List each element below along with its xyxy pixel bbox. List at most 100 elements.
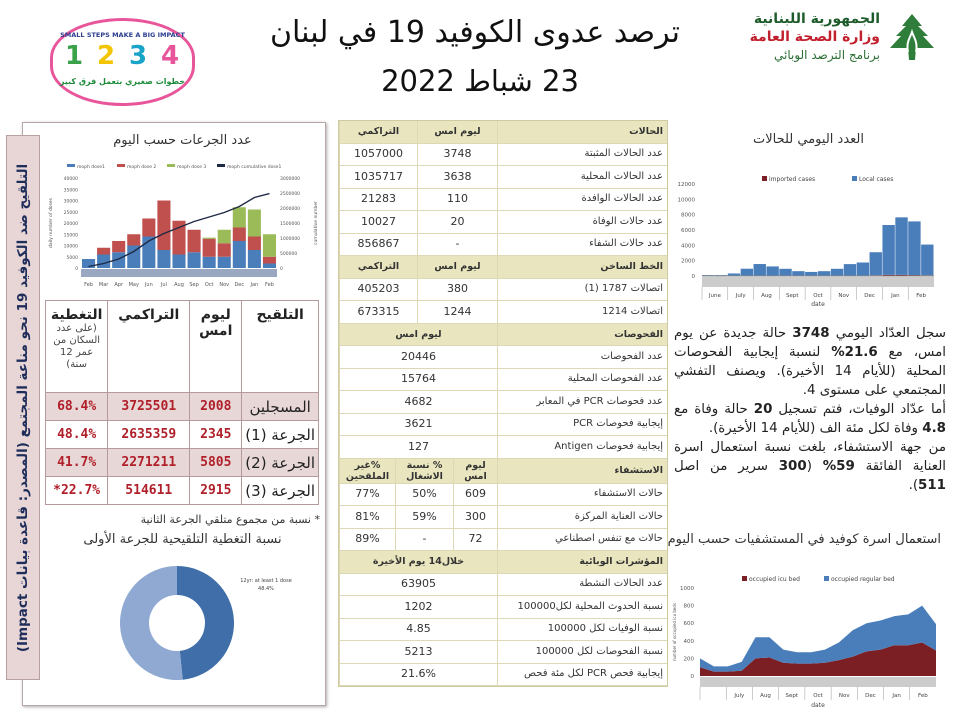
paragraph-text: حالة وفاة مع (674, 402, 754, 417)
table-row: اتصالات 1787 (1) 380 405203 (339, 278, 667, 301)
row-value: 15764 (339, 368, 497, 390)
row-value: - (395, 528, 453, 550)
x-tick-label: July (735, 293, 747, 299)
moph-line1: الجمهورية اللبنانية (753, 11, 880, 27)
row-value: 3638 (417, 166, 497, 188)
x-axis-band (702, 277, 934, 287)
paragraph-text: من جهة الاستشفاء، بلغت نسبة استعمال اسرة… (674, 440, 947, 474)
dose-bar (217, 243, 231, 257)
dose-bar (202, 238, 216, 257)
header-cell: التراكمي (339, 121, 417, 143)
x-tick-label: July (733, 693, 745, 699)
y-tick-label: 40000 (64, 176, 78, 182)
cases-bar (727, 273, 741, 276)
table-row: عدد الحالات المحلية 3638 1035717 (339, 166, 667, 189)
donut-slice (120, 566, 183, 680)
y-tick-label: 0 (692, 274, 696, 280)
header-cumulative: التراكمي (107, 300, 191, 393)
y-tick-label: 1500000 (280, 221, 300, 227)
header-cell: الاستشفاء (497, 458, 667, 483)
legend-swatch (217, 164, 225, 167)
x-tick-label: Aug (760, 693, 771, 699)
highlight-number: 3748 (792, 326, 830, 341)
x-tick-label: June (708, 293, 722, 299)
dose-bar (97, 247, 111, 255)
y2-axis-label: cumulative number (313, 201, 319, 245)
doses-chart: moph dose1 moph dose 2 moph dose 3 moph cum… (45, 160, 323, 292)
vaccination-row: الجرعة (1) 2345 2635359 48.4% (44, 420, 319, 449)
x-tick-label: Dec (234, 282, 244, 288)
section-header: الفحوصات ليوم امس (339, 323, 667, 346)
x-tick-label: Jul (160, 282, 167, 288)
x-tick-label: Sept (786, 693, 799, 699)
dose-bar (247, 250, 261, 268)
legend-label: imported cases (769, 176, 815, 183)
header-cell: الخط الساخن (497, 256, 667, 278)
row-yesterday: 2915 (189, 476, 243, 505)
x-tick-label: Aug (761, 293, 772, 299)
row-value: 110 (417, 188, 497, 210)
y-tick-label: 800 (684, 604, 695, 610)
hospital-chart-title: استعمال اسرة كوفيد في المستشفيات حسب الي… (667, 532, 941, 547)
row-coverage: 22.7%* (44, 476, 109, 505)
dose-bar (232, 227, 246, 241)
header-coverage-label: التغطية (50, 307, 103, 323)
row-cumulative: 3725501 (107, 392, 191, 421)
row-label: المسجلين (241, 392, 319, 421)
row-label: عدد الفحوصات (497, 346, 667, 368)
row-yesterday: 2345 (189, 420, 243, 449)
dose-bar (262, 263, 276, 268)
table-row: اتصالات 1214 1244 673315 (339, 301, 667, 324)
legend-swatch (852, 176, 857, 181)
hospital-beds-chart: occupied icu bed occupied regular bed 0 200… (672, 576, 936, 709)
row-yesterday: 5805 (189, 448, 243, 477)
row-value: 856867 (339, 233, 417, 255)
cases-bar (702, 275, 715, 276)
legend-swatch (167, 164, 175, 167)
paragraph-text: حالة جديدة عن يوم امس، مع (674, 326, 946, 360)
cases-bar (895, 217, 908, 275)
cases-bar (869, 252, 882, 276)
cases-bar (792, 271, 805, 276)
row-value: 77% (339, 483, 395, 505)
table-row: عدد الحالات النشطة 63905 (339, 573, 667, 596)
cases-bar (921, 244, 934, 276)
legend-swatch (742, 576, 747, 581)
y-tick-label: 10000 (678, 197, 696, 203)
row-value: 63905 (339, 573, 497, 595)
cases-bar (805, 271, 818, 276)
legend-label: occupied icu bed (749, 576, 800, 583)
table-row: حالات الاستشفاء 609 50% 77% (339, 483, 667, 506)
row-label: عدد فحوصات PCR في المعابر (497, 391, 667, 413)
dose-bar (262, 234, 276, 257)
highlight-number: 20 (753, 402, 773, 417)
x-axis-band (700, 677, 936, 687)
coverage-donut-chart: 12yr: at least 1 dose 48.4% (120, 566, 292, 680)
table-row: إيجابية فحوصات Antigen 127 (339, 436, 667, 459)
row-value: 20 (417, 211, 497, 233)
x-tick-label: Sep (189, 282, 198, 288)
y-axis-label: daily number of doses (48, 197, 54, 248)
table-row: نسبة الوفيات لكل 100000 4.85 (339, 618, 667, 641)
row-cumulative: 514611 (107, 476, 191, 505)
table-row: إيجابية فحوصات PCR 3621 (339, 413, 667, 436)
donut-title: نسبة التغطية التلقيحية للجرعة الأولى (83, 532, 282, 547)
dose-bar (232, 207, 246, 228)
y-tick-label: 12000 (678, 182, 696, 188)
cases-bar (753, 264, 766, 276)
row-value: - (417, 233, 497, 255)
row-label: عدد الفحوصات المحلية (497, 368, 667, 390)
highlight-number: 21.6% (831, 345, 878, 360)
dose-bar (217, 229, 231, 244)
legend-swatch (117, 164, 125, 167)
y-tick-label: 600 (684, 621, 695, 627)
row-label: حالات الاستشفاء (497, 483, 667, 505)
header-cell: الفحوصات (497, 323, 667, 345)
paragraph-text: ). (908, 478, 919, 493)
row-value: 59% (395, 506, 453, 528)
y-tick-label: 4000 (681, 243, 695, 249)
row-coverage: 41.7% (44, 448, 109, 477)
dose-bar (262, 256, 276, 264)
x-tick-label: Feb (918, 693, 928, 699)
x-tick-label: Feb (84, 282, 93, 288)
